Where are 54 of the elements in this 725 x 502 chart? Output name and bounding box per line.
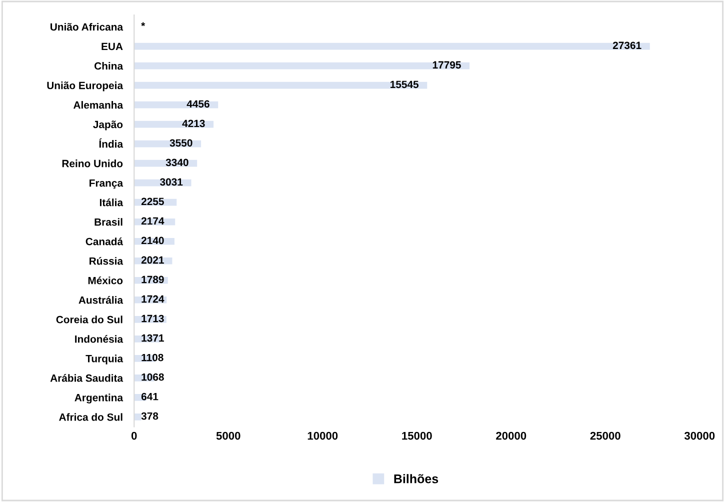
bar: [134, 62, 470, 70]
y-tick-label: Africa do Sul: [59, 413, 122, 421]
x-tick-label: 20000: [496, 432, 526, 440]
data-label: 3550: [170, 139, 192, 147]
data-label: 1789: [142, 276, 164, 284]
y-tick-label: Índia: [99, 138, 124, 148]
data-label: 1713: [142, 314, 164, 322]
data-label: 17795: [432, 61, 461, 69]
data-label: 378: [141, 412, 158, 420]
data-label: 3340: [166, 158, 188, 166]
y-tick-label: Canadá: [86, 238, 124, 246]
y-tick-label: Indonésia: [75, 335, 124, 343]
y-tick-label: EUA: [102, 42, 123, 50]
y-tick-label: Itália: [100, 198, 124, 206]
data-label: 15545: [390, 80, 419, 88]
text: *: [141, 22, 146, 26]
bar: [134, 42, 650, 50]
data-label: 2255: [141, 198, 164, 206]
bar: [134, 82, 428, 89]
data-label: 27361: [612, 42, 642, 50]
x-tick-label: 5000: [216, 432, 240, 440]
data-label: 1108: [142, 354, 164, 362]
data-label: 1068: [142, 373, 164, 381]
y-tick-label: Argentina: [74, 394, 124, 404]
y-tick-label: Rússia: [90, 257, 124, 265]
y-tick-label: Brasil: [94, 218, 122, 226]
y-tick-label: México: [88, 276, 123, 284]
data-label: 2140: [141, 236, 164, 244]
y-tick-label: Alemanha: [73, 101, 124, 109]
legend-label: Bilhões: [394, 474, 438, 484]
y-tick-label: União Africana: [50, 22, 124, 31]
data-label: 2174: [141, 217, 164, 225]
data-label: 641: [141, 392, 158, 400]
data-label: 3031: [160, 178, 183, 186]
x-tick-label: 10000: [308, 432, 338, 440]
data-label: 2021: [141, 256, 164, 264]
x-tick-label: 15000: [402, 432, 432, 440]
data-label: 1724: [142, 295, 164, 303]
x-tick-label: 0: [131, 432, 137, 440]
y-tick-label: França: [90, 179, 124, 189]
data-label: 1371: [142, 334, 164, 342]
y-tick-label: Austrália: [78, 296, 124, 304]
y-tick-label: China: [94, 62, 124, 70]
y-tick-label: União Europeia: [47, 82, 124, 92]
bar: [134, 414, 142, 420]
y-tick-label: Coreia do Sul: [56, 316, 122, 324]
y-tick-label: Turquia: [86, 354, 124, 364]
y-tick-label: Arábia Saudita: [50, 374, 124, 382]
y-tick-label: Japão: [93, 120, 123, 130]
data-label: 4213: [182, 120, 205, 128]
x-tick-label: 30000: [684, 432, 715, 440]
x-tick-label: 25000: [590, 432, 620, 440]
data-label: 4456: [186, 100, 210, 108]
y-tick-label: Reino Unido: [62, 160, 123, 168]
